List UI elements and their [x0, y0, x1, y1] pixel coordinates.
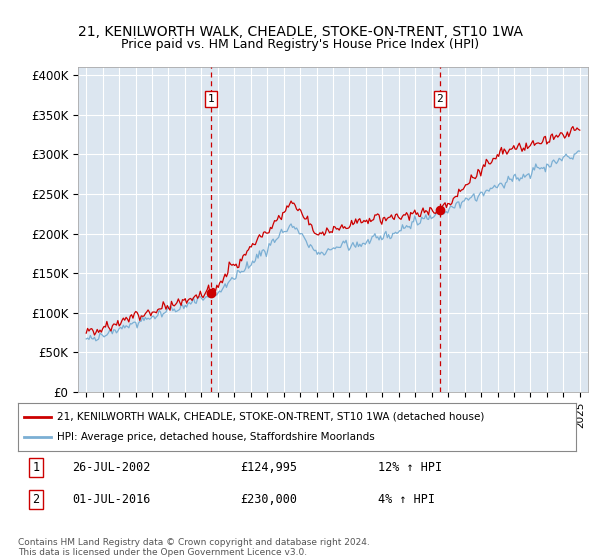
Text: 21, KENILWORTH WALK, CHEADLE, STOKE-ON-TRENT, ST10 1WA: 21, KENILWORTH WALK, CHEADLE, STOKE-ON-T…: [77, 25, 523, 39]
Text: 21, KENILWORTH WALK, CHEADLE, STOKE-ON-TRENT, ST10 1WA (detached house): 21, KENILWORTH WALK, CHEADLE, STOKE-ON-T…: [57, 412, 484, 422]
Text: 26-JUL-2002: 26-JUL-2002: [72, 461, 151, 474]
Text: HPI: Average price, detached house, Staffordshire Moorlands: HPI: Average price, detached house, Staf…: [57, 432, 375, 442]
Text: 2: 2: [32, 493, 40, 506]
Text: 01-JUL-2016: 01-JUL-2016: [72, 493, 151, 506]
Text: 4% ↑ HPI: 4% ↑ HPI: [378, 493, 435, 506]
Text: 1: 1: [208, 94, 214, 104]
Text: 12% ↑ HPI: 12% ↑ HPI: [378, 461, 442, 474]
Text: Contains HM Land Registry data © Crown copyright and database right 2024.
This d: Contains HM Land Registry data © Crown c…: [18, 538, 370, 557]
Text: 1: 1: [32, 461, 40, 474]
Text: £230,000: £230,000: [240, 493, 297, 506]
Text: 2: 2: [437, 94, 443, 104]
Text: Price paid vs. HM Land Registry's House Price Index (HPI): Price paid vs. HM Land Registry's House …: [121, 38, 479, 51]
Text: £124,995: £124,995: [240, 461, 297, 474]
